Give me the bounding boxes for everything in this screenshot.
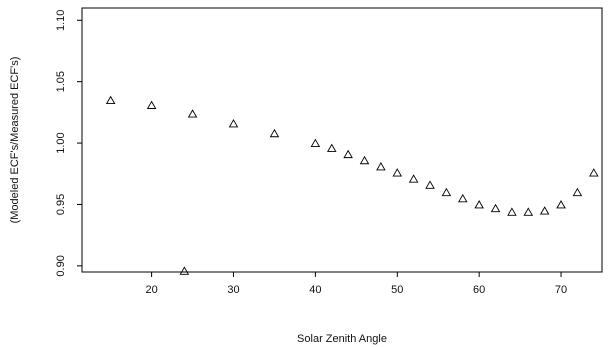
data-point-triangle <box>179 266 190 275</box>
y-tick-label: 1.00 <box>55 132 67 153</box>
data-point-triangle <box>269 128 280 138</box>
data-point-triangle <box>523 207 534 216</box>
y-tick-label: 1.10 <box>55 10 67 31</box>
data-point-triangle <box>228 119 239 128</box>
x-axis: 20 30 40 50 60 70 <box>145 272 567 296</box>
data-point-triangle <box>490 203 501 213</box>
x-tick-label: 30 <box>227 284 239 296</box>
plot-frame <box>81 7 603 273</box>
data-point-triangle <box>359 155 370 165</box>
x-axis-title: Solar Zenith Angle <box>297 333 387 345</box>
x-tick-label: 20 <box>145 284 157 296</box>
data-point-triangle <box>146 100 157 109</box>
x-tick-label: 70 <box>555 284 567 296</box>
data-point-triangle <box>408 174 419 183</box>
y-tick-label: 0.95 <box>55 194 67 215</box>
x-tick-label: 60 <box>473 284 485 296</box>
data-points <box>105 95 599 275</box>
data-point-triangle <box>343 149 353 159</box>
data-point-triangle <box>326 143 337 152</box>
data-point-triangle <box>392 168 403 177</box>
y-axis: 0.90 0.95 1.00 1.05 1.10 <box>55 10 82 277</box>
data-point-triangle <box>425 180 435 189</box>
data-point-triangle <box>441 187 452 197</box>
y-axis-title: (Modeled ECF's/Measured ECF's) <box>9 57 21 224</box>
data-point-triangle <box>474 200 484 209</box>
x-tick-label: 50 <box>391 284 403 296</box>
data-point-triangle <box>539 206 550 215</box>
data-point-triangle <box>572 187 583 197</box>
y-tick-label: 0.90 <box>55 255 67 276</box>
data-point-triangle <box>458 193 468 203</box>
data-point-triangle <box>310 138 321 148</box>
data-point-triangle <box>589 168 599 177</box>
data-point-triangle <box>507 207 517 216</box>
x-tick-label: 40 <box>309 284 321 296</box>
data-point-triangle <box>556 200 566 209</box>
data-point-triangle <box>105 95 116 105</box>
data-point-triangle <box>187 109 198 118</box>
data-point-triangle <box>376 161 386 171</box>
y-tick-label: 1.05 <box>55 71 67 92</box>
